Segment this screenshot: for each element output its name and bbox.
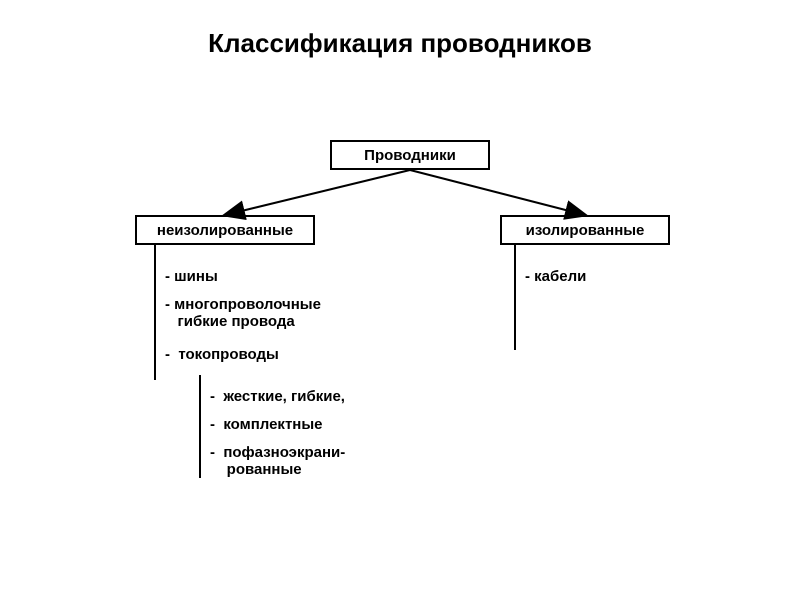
- node-root: Проводники: [330, 140, 490, 170]
- left-subitem-0: - жесткие, гибкие,: [210, 388, 345, 405]
- left-item-2: - токопроводы: [165, 346, 279, 363]
- node-right: изолированные: [500, 215, 670, 245]
- left-subitem-1: - комплектные: [210, 416, 323, 433]
- right-item-0: - кабели: [525, 268, 586, 285]
- diagram-canvas: Классификация проводников Проводники неи…: [0, 0, 800, 600]
- node-left: неизолированные: [135, 215, 315, 245]
- page-title: Классификация проводников: [100, 28, 700, 59]
- node-root-label: Проводники: [364, 147, 456, 164]
- node-left-label: неизолированные: [157, 222, 293, 239]
- left-item-1: - многопроволочные гибкие провода: [165, 296, 321, 330]
- left-subitem-2: - пофазноэкрани- рованные: [210, 444, 345, 478]
- connector-layer: [0, 0, 800, 600]
- left-item-0: - шины: [165, 268, 218, 285]
- node-right-label: изолированные: [526, 222, 645, 239]
